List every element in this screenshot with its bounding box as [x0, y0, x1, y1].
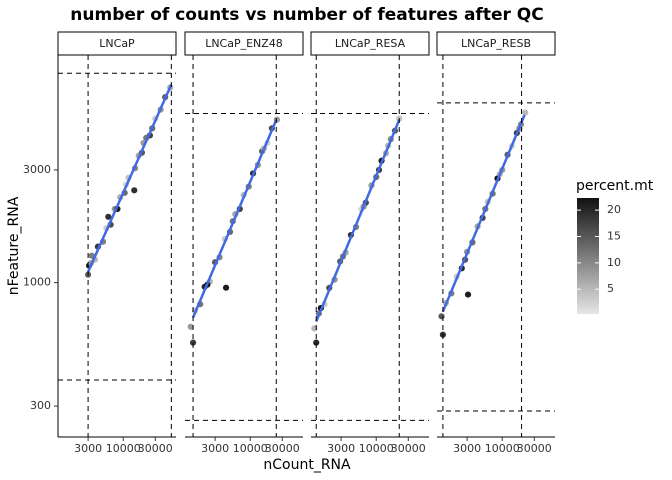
point [131, 187, 138, 194]
facet-strip [184, 31, 304, 56]
y-tick-label: 3000 [23, 163, 51, 176]
point [464, 291, 472, 298]
facet-label: LNCaP_ENZ48 [205, 37, 283, 50]
point [105, 213, 112, 220]
colorbar-tick-label: 10 [607, 256, 621, 269]
facet-label: LNCaP [99, 37, 135, 50]
x-tick-label: 10000 [485, 442, 520, 455]
chart-title: number of counts vs number of features a… [70, 5, 543, 25]
x-tick-label: 30000 [138, 442, 173, 455]
colorbar-tick-label: 15 [607, 229, 621, 242]
point [438, 313, 445, 320]
x-tick-label: 10000 [359, 442, 394, 455]
y-tick-label: 300 [30, 399, 51, 412]
facet-strip [57, 31, 177, 56]
x-tick-label: 3000 [201, 442, 229, 455]
x-tick-label: 30000 [391, 442, 426, 455]
x-axis-title: nCount_RNA [263, 457, 351, 473]
colorbar [577, 198, 599, 314]
x-tick-label: 30000 [517, 442, 552, 455]
point [313, 339, 320, 346]
colorbar-tick-label: 20 [607, 203, 621, 216]
facet-label: LNCaP_RESA [335, 37, 406, 50]
y-tick-label: 1000 [23, 276, 51, 289]
x-tick-label: 10000 [233, 442, 268, 455]
trend-line [86, 84, 173, 273]
x-tick-label: 30000 [265, 442, 300, 455]
y-axis-title: nFeature_RNA [6, 196, 22, 295]
point [187, 323, 194, 330]
x-tick-label: 3000 [327, 442, 355, 455]
facet-strip [436, 31, 556, 56]
facet-label: LNCaP_RESB [461, 37, 531, 50]
trend-line [315, 119, 401, 323]
x-tick-label: 3000 [74, 442, 102, 455]
trend-line [441, 114, 526, 313]
x-tick-label: 3000 [453, 442, 481, 455]
point [522, 109, 529, 116]
facet-strip [310, 31, 430, 56]
x-tick-label: 10000 [106, 442, 141, 455]
colorbar-tick-label: 5 [607, 282, 614, 295]
point [189, 339, 197, 346]
trend-line [191, 119, 278, 319]
legend-title: percent.mt [576, 178, 654, 194]
point [222, 284, 230, 291]
